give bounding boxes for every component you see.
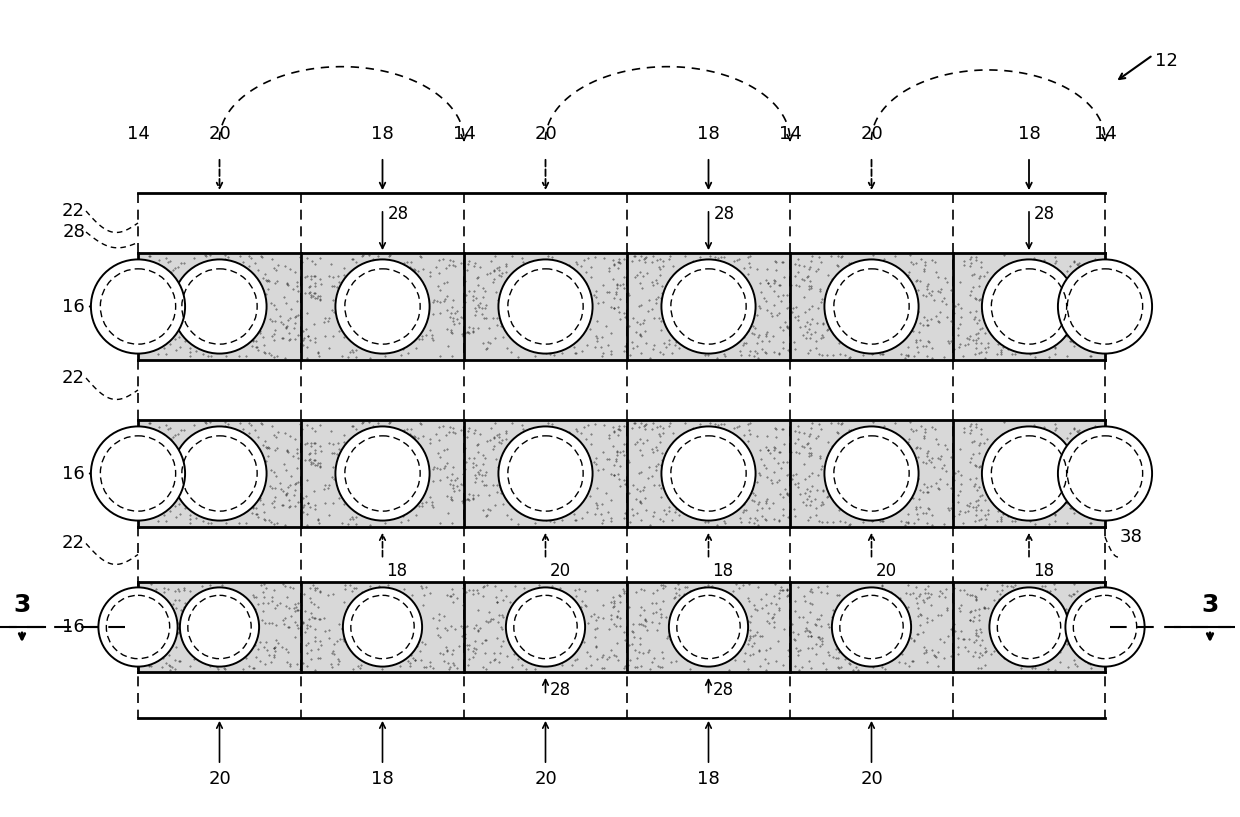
Text: 16: 16: [62, 297, 86, 315]
Circle shape: [335, 426, 429, 520]
Circle shape: [506, 587, 585, 667]
Circle shape: [825, 260, 919, 354]
Text: 14: 14: [1094, 125, 1116, 143]
Text: 22: 22: [62, 534, 86, 552]
Text: 28: 28: [1034, 205, 1055, 223]
Circle shape: [825, 426, 919, 520]
Circle shape: [1058, 426, 1152, 520]
Bar: [138, 253, 1105, 360]
Text: 18: 18: [713, 562, 734, 581]
Text: 38: 38: [1120, 528, 1143, 546]
Circle shape: [982, 426, 1076, 520]
Text: 18: 18: [1018, 125, 1040, 143]
Circle shape: [661, 260, 755, 354]
Text: 18: 18: [387, 562, 408, 581]
Text: 14: 14: [779, 125, 801, 143]
Text: 28: 28: [549, 681, 570, 699]
Circle shape: [832, 587, 911, 667]
Text: 20: 20: [861, 125, 883, 143]
Text: 20: 20: [208, 770, 231, 788]
Circle shape: [1065, 587, 1145, 667]
Text: 18: 18: [1033, 562, 1054, 581]
Text: 18: 18: [371, 125, 394, 143]
Text: 18: 18: [371, 770, 394, 788]
Text: 3: 3: [1202, 593, 1219, 617]
Circle shape: [343, 587, 422, 667]
Text: 12: 12: [1154, 52, 1178, 70]
Text: 14: 14: [126, 125, 150, 143]
Text: 20: 20: [208, 125, 231, 143]
Text: 18: 18: [697, 125, 720, 143]
Text: 3: 3: [14, 593, 31, 617]
Circle shape: [172, 260, 267, 354]
Text: 22: 22: [62, 369, 86, 387]
Circle shape: [661, 426, 755, 520]
Text: 20: 20: [875, 562, 897, 581]
Circle shape: [498, 260, 593, 354]
Text: 20: 20: [861, 770, 883, 788]
Text: 20: 20: [549, 562, 570, 581]
Circle shape: [982, 260, 1076, 354]
Text: 14: 14: [453, 125, 475, 143]
Text: 28: 28: [62, 223, 86, 241]
Text: 20: 20: [534, 125, 557, 143]
Circle shape: [1058, 260, 1152, 354]
Text: 28: 28: [713, 205, 734, 223]
Circle shape: [180, 587, 259, 667]
Text: 18: 18: [697, 770, 720, 788]
Text: 22: 22: [62, 202, 86, 220]
Circle shape: [172, 426, 267, 520]
Circle shape: [91, 426, 185, 520]
Circle shape: [990, 587, 1069, 667]
Text: 16: 16: [62, 465, 86, 483]
Circle shape: [498, 426, 593, 520]
Circle shape: [98, 587, 177, 667]
Text: 28: 28: [387, 205, 409, 223]
Circle shape: [335, 260, 429, 354]
Bar: [138, 420, 1105, 527]
Circle shape: [668, 587, 748, 667]
Text: 20: 20: [534, 770, 557, 788]
Text: 16: 16: [62, 618, 86, 636]
Circle shape: [91, 260, 185, 354]
Text: 28: 28: [713, 681, 734, 699]
Bar: [138, 582, 1105, 672]
